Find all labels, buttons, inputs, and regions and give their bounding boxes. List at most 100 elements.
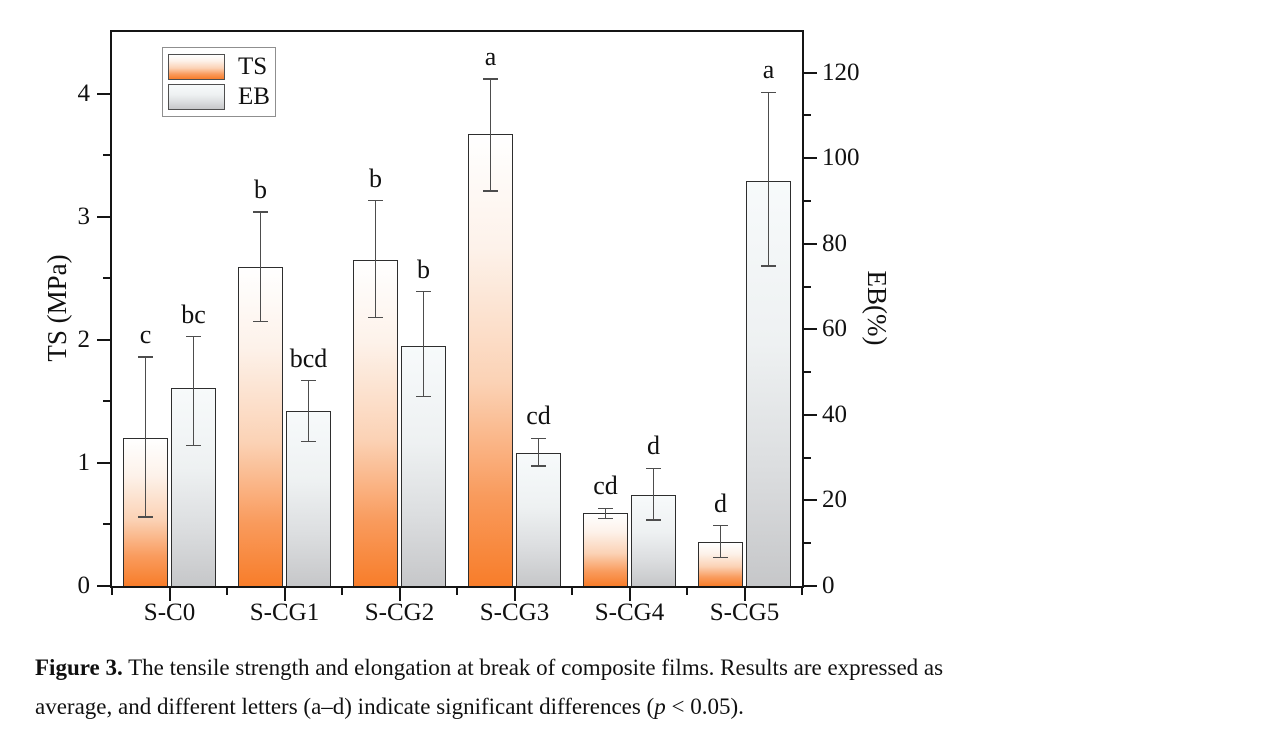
sig-letter-ts-S-CG3: a [484,41,497,71]
left-tick-label-3: 3 [77,202,91,230]
x-tick-label-S-C0: S-C0 [143,599,196,626]
error-bar-eb-S-C0 [192,336,195,446]
sig-letter-ts-S-CG1: b [254,174,267,204]
error-cap-top-eb-S-CG4 [646,467,661,470]
sig-letter-eb-S-CG5: a [762,55,775,85]
error-cap-top-eb-S-CG5 [761,91,776,94]
left-tick-label-2: 2 [77,325,91,353]
error-cap-bottom-ts-S-CG5 [713,556,728,559]
x-minor-tick [571,588,573,595]
x-major-tick-S-CG1 [283,588,286,601]
error-cap-bottom-ts-S-CG4 [598,517,613,520]
right-minor-tick [804,456,811,459]
error-bar-ts-S-CG5 [719,525,722,558]
left-minor-tick [103,277,110,280]
left-tick-label-0: 0 [77,572,91,599]
error-bar-eb-S-CG4 [652,468,655,521]
left-major-tick-3 [97,215,110,218]
error-bar-ts-S-CG1 [259,211,262,322]
sig-letter-eb-S-CG2: b [417,254,430,284]
left-axis-title: TS (MPa) [42,254,72,362]
error-bar-ts-S-CG3 [489,78,492,191]
error-cap-top-ts-S-C0 [138,356,153,358]
caption-figure-label: Figure 3. [35,655,123,680]
legend-label-eb: EB [238,83,270,110]
error-cap-bottom-eb-S-CG5 [761,265,776,267]
x-major-tick-S-C0 [168,588,171,601]
right-tick-label-100: 100 [822,144,860,172]
right-tick-label-80: 80 [822,229,847,257]
x-minor-tick [226,588,228,595]
caption-line2-tail: < 0.05). [665,694,744,719]
error-cap-bottom-eb-S-CG1 [301,440,316,443]
right-tick-label-120: 120 [822,58,860,86]
right-tick-label-20: 20 [822,486,847,514]
legend-label-ts: TS [238,53,268,80]
right-major-tick-120 [804,71,817,74]
right-tick-label-60: 60 [822,315,847,343]
legend-swatch-eb [168,84,225,110]
left-major-tick-4 [97,92,110,95]
right-major-tick-60 [804,328,817,331]
right-major-tick-0 [804,585,817,587]
error-cap-top-ts-S-CG4 [598,507,613,510]
error-cap-top-ts-S-CG2 [368,199,383,202]
bar-chart: c bc b bcd b b a cd cd d d a S-C0 S-CG1 S-CG2 S-CG3 S-C… [42,30,892,626]
error-cap-bottom-ts-S-CG1 [253,320,268,323]
x-major-tick-S-CG4 [628,588,631,601]
figure-caption: Figure 3. The tensile strength and elong… [35,648,1253,726]
sig-letter-ts-S-CG5: d [714,488,727,518]
x-major-tick-S-CG5 [743,588,746,601]
bar-eb-S-CG3 [516,452,561,586]
legend-swatch-ts [168,54,225,80]
error-bar-ts-S-CG4 [604,508,607,519]
x-tick-label-S-CG4: S-CG4 [594,599,665,626]
bar-ts-S-CG3 [468,134,513,586]
caption-line2: average, and different letters (a–d) ind… [35,694,655,719]
right-major-tick-100 [804,157,817,160]
sig-letter-eb-S-CG1: bcd [289,343,328,373]
error-cap-bottom-eb-S-CG3 [531,465,546,467]
right-major-tick-40 [804,413,817,416]
legend-row-eb: EB [168,82,275,112]
plot-bars-layer: c bc b bcd b b a cd cd d d a [112,32,802,586]
error-bar-eb-S-CG1 [307,380,310,442]
left-major-tick-0 [97,585,110,587]
error-cap-top-eb-S-C0 [186,335,201,338]
error-cap-bottom-eb-S-CG4 [646,519,661,521]
left-minor-tick [103,400,110,403]
x-minor-tick [801,588,803,595]
error-bar-ts-S-C0 [144,357,147,518]
right-minor-tick [804,285,811,288]
sig-letter-ts-S-C0: c [139,320,152,350]
plot-area [110,30,804,588]
left-tick-label-1: 1 [77,448,91,476]
left-major-tick-2 [97,338,110,341]
x-major-tick-S-CG3 [513,588,516,601]
x-tick-label-S-CG1: S-CG1 [249,599,320,626]
x-minor-tick [686,588,688,595]
error-cap-bottom-eb-S-C0 [186,444,201,447]
right-major-tick-20 [804,499,817,502]
error-cap-top-ts-S-CG5 [713,524,728,527]
sig-letter-eb-S-CG3: cd [526,401,551,431]
x-tick-label-S-CG5: S-CG5 [709,599,780,626]
sig-letter-ts-S-CG2: b [369,163,382,193]
error-cap-bottom-eb-S-CG2 [416,395,431,398]
right-axis-title: EB(%) [862,270,892,346]
sig-letter-ts-S-CG4: cd [593,471,618,501]
sig-letter-eb-S-C0: bc [181,299,206,329]
left-major-tick-1 [97,461,110,464]
error-cap-bottom-ts-S-C0 [138,516,153,518]
left-minor-tick [103,523,110,526]
x-minor-tick [111,588,113,595]
right-tick-label-40: 40 [822,400,847,428]
error-bar-eb-S-CG2 [422,291,425,397]
right-tick-label-0: 0 [822,572,835,599]
right-major-tick-80 [804,242,817,245]
x-minor-tick [341,588,343,595]
x-tick-label-S-CG3: S-CG3 [479,599,550,626]
error-cap-top-ts-S-CG1 [253,211,268,213]
error-bar-eb-S-CG5 [767,92,770,267]
